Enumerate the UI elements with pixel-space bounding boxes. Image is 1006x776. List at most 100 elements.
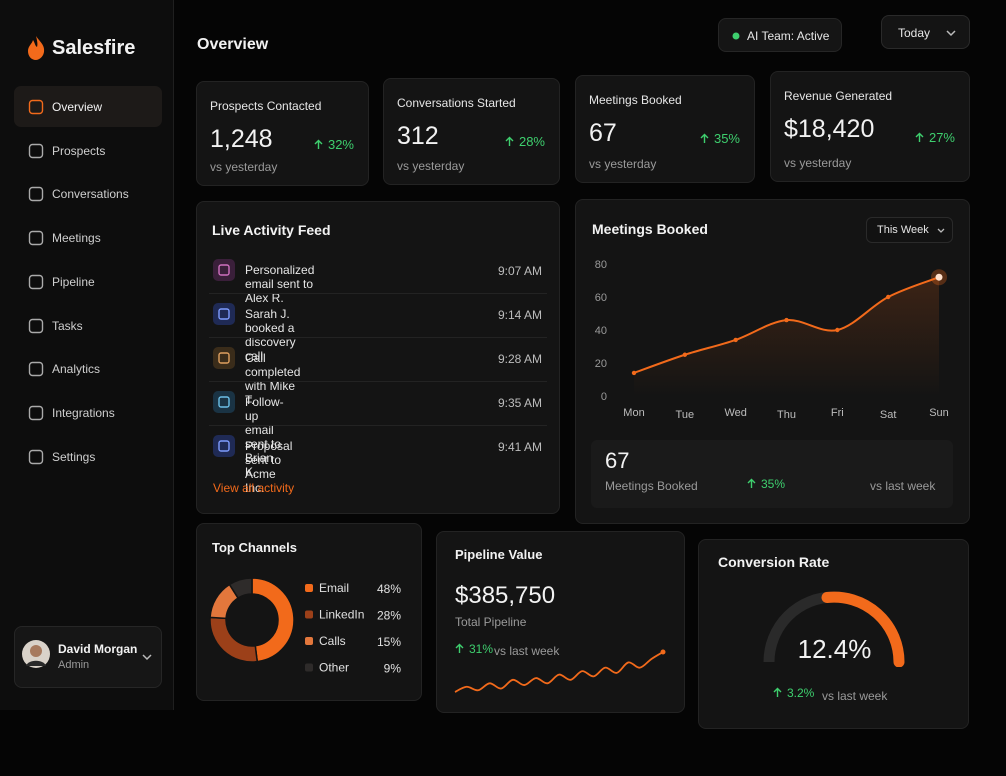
pipeline-note: vs last week [494, 644, 560, 658]
pipeline-card: Pipeline Value $385,750 Total Pipeline 3… [436, 531, 685, 713]
feed-icon [213, 435, 235, 457]
nav-item[interactable]: Integrations [14, 392, 162, 433]
feed-title: Live Activity Feed [212, 222, 331, 238]
nav-item[interactable]: Settings [14, 436, 162, 477]
arrow-shape [747, 478, 756, 488]
point [631, 370, 637, 376]
summary-change: 35% [747, 477, 785, 491]
x-tick-label: Sat [880, 409, 897, 421]
icon-glyph [218, 308, 230, 320]
nav-label: Conversations [52, 187, 129, 202]
arrow-shape [773, 687, 782, 697]
icon-bg [213, 347, 235, 369]
kpi-card: Prospects Contacted 1,248 32% vs yesterday [196, 81, 369, 186]
meetings-range-text: This Week [877, 224, 929, 236]
kpi-note: vs yesterday [397, 159, 465, 173]
legend-swatch [305, 610, 313, 619]
brand-name: Salesfire [52, 37, 136, 59]
nav-item[interactable]: Meetings [14, 217, 162, 258]
nav-item[interactable]: Conversations [14, 173, 162, 214]
pipeline-value: $385,750 [455, 582, 556, 609]
legend-label: Other [319, 661, 349, 675]
legend-label: Email [319, 581, 349, 595]
nav-item[interactable]: Pipeline [14, 261, 162, 302]
change-value: 32% [327, 137, 354, 152]
nav-item[interactable]: Analytics [14, 348, 162, 389]
feed-text: Personalized email sent to Alex R. [245, 263, 315, 305]
feed-text: Call completed with Mike T. [245, 351, 301, 407]
point [885, 294, 891, 300]
meetings-chart: 0 20 40 60 80 Mon Tue Wed Thu Fri Sat Sun [595, 259, 949, 421]
nav-item[interactable]: Prospects [14, 130, 162, 171]
kpi-label: Revenue Generated [784, 89, 893, 103]
summary-value: 67 [605, 448, 630, 473]
meetings-range[interactable]: This Week [866, 217, 953, 243]
nav-icon [28, 318, 44, 333]
icon-bg [213, 259, 235, 281]
gauge [763, 591, 905, 667]
icon-bg [213, 303, 235, 325]
icon-shape [28, 318, 44, 333]
change-value: 35% [761, 477, 786, 491]
nav-label: Meetings [52, 231, 101, 246]
donut-segment [251, 577, 295, 663]
nav-item[interactable]: Tasks [14, 305, 162, 346]
kpi-value: 1,248 [210, 125, 273, 153]
data-label: 9% [384, 662, 402, 676]
nav-icon [28, 405, 44, 421]
x-tick-label: Fri [831, 407, 844, 419]
feed-divider [209, 337, 547, 338]
data-label: 15% [377, 635, 401, 649]
feed-time: 9:07 AM [497, 264, 542, 278]
kpi-change: 35% [700, 131, 740, 146]
user-card[interactable]: David Morgan Admin [14, 626, 162, 688]
feed-card: Live Activity Feed Personalized email se… [196, 201, 560, 514]
kpi-label: Meetings Booked [589, 93, 682, 107]
x-tick-label: Thu [777, 409, 796, 421]
summary-note: vs last week [870, 479, 936, 493]
legend-label: Calls [319, 634, 346, 648]
kpi-value: $18,420 [784, 115, 875, 143]
nav-label: Analytics [52, 362, 101, 377]
avatar [22, 640, 50, 668]
feed-link[interactable]: View all activity [213, 481, 295, 495]
donut-segment [209, 616, 259, 663]
kpi-change: 28% [505, 134, 545, 149]
page-title: Overview [197, 36, 269, 53]
pipeline-sparkline [454, 649, 666, 693]
arrow-shape [455, 643, 464, 653]
legend-label: LinkedIn [319, 608, 364, 622]
chevron [937, 228, 945, 233]
channels-title: Top Channels [212, 540, 297, 555]
range-select[interactable]: Today [881, 15, 970, 49]
conversion-value: 12.4% [797, 634, 872, 664]
icon-glyph [218, 396, 230, 408]
x-tick-label: Tue [676, 409, 695, 421]
nav-icon [28, 99, 44, 115]
legend-swatch [305, 584, 313, 592]
data-label: 28% [377, 609, 401, 623]
y-tick-label: 0 [601, 391, 607, 403]
feed-divider [209, 425, 547, 426]
nav-icon [28, 143, 44, 158]
arrow-shape [915, 132, 924, 142]
conversion-note: vs last week [822, 689, 888, 703]
nav-icon [28, 230, 44, 246]
line-area [634, 277, 939, 396]
y-tick-label: 40 [595, 325, 607, 337]
feed-divider [209, 293, 547, 294]
status-dot [732, 32, 740, 40]
point [682, 352, 688, 357]
nav-label: Integrations [52, 405, 115, 420]
nav-label: Settings [52, 449, 96, 464]
feed-icon [213, 259, 235, 281]
nav-item[interactable]: Overview [14, 86, 162, 127]
conversion-card: Conversion Rate 12.4% 3.2% vs last week [698, 539, 969, 729]
change-value: 28% [518, 134, 545, 149]
up-arrow [773, 687, 782, 697]
feed-time: 9:41 AM [497, 440, 542, 454]
nav-icon [28, 449, 44, 464]
feed-icon [213, 391, 235, 413]
change-value: 27% [928, 130, 955, 145]
